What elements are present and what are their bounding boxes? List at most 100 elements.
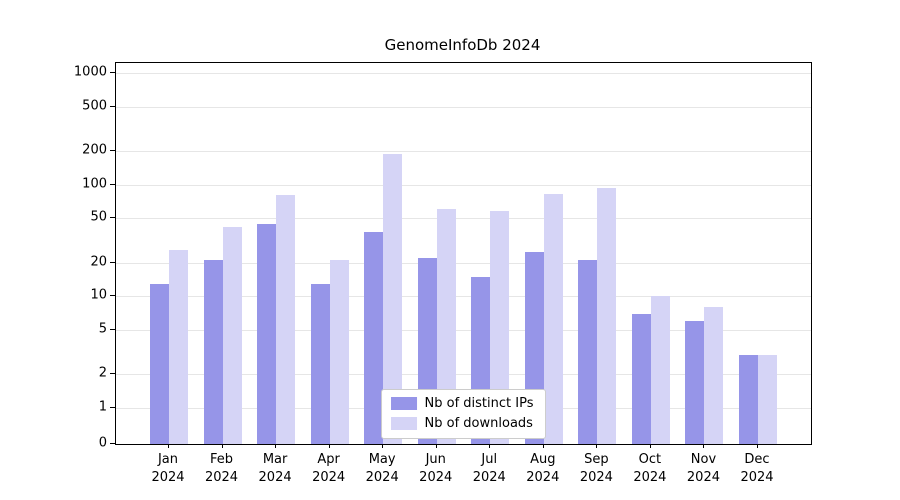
bar-distinct-ips-apr <box>310 283 330 444</box>
x-tick-label-jul: Jul 2024 <box>473 451 506 486</box>
y-tick-mark-1000 <box>110 72 115 73</box>
x-tick-month: Apr <box>317 452 340 467</box>
bar-downloads-mar <box>276 195 296 444</box>
x-tick-year: 2024 <box>365 469 399 485</box>
x-tick-month: Dec <box>744 452 770 467</box>
bar-downloads-nov <box>704 307 724 444</box>
gridline-y-100 <box>116 184 811 186</box>
y-tick-mark-0 <box>110 443 115 444</box>
x-tick-year: 2024 <box>472 469 506 485</box>
x-tick-year: 2024 <box>419 469 453 485</box>
bar-distinct-ips-may <box>364 231 384 444</box>
x-tick-year: 2024 <box>312 469 346 485</box>
x-tick-mark-oct <box>649 444 651 448</box>
y-tick-label-1: 1 <box>98 399 107 415</box>
gridline-y-5 <box>116 329 811 331</box>
y-tick-label-500: 500 <box>82 98 107 114</box>
bar-distinct-ips-oct <box>631 313 651 444</box>
x-tick-label-dec: Dec 2024 <box>740 451 773 486</box>
gridline-y-200 <box>116 151 811 153</box>
gridline-y-2 <box>116 374 811 376</box>
x-tick-month: Feb <box>210 452 234 467</box>
y-tick-label-5: 5 <box>98 321 107 337</box>
plot-area: Nb of distinct IPs Nb of downloads <box>115 62 812 445</box>
bar-distinct-ips-feb <box>203 260 223 444</box>
bar-downloads-dec <box>758 354 777 444</box>
x-tick-month: Nov <box>690 452 717 467</box>
y-tick-mark-200 <box>110 150 115 152</box>
x-tick-label-may: May 2024 <box>366 451 399 486</box>
x-tick-year: 2024 <box>579 469 613 485</box>
x-tick-month: Jun <box>425 452 446 467</box>
x-tick-label-sep: Sep 2024 <box>580 451 613 486</box>
bar-distinct-ips-jan <box>150 283 169 444</box>
x-tick-mark-jan <box>168 444 169 448</box>
chart-title: GenomeInfoDb 2024 <box>384 36 541 54</box>
x-tick-month: Mar <box>262 452 288 467</box>
legend-label-downloads: Nb of downloads <box>424 416 533 431</box>
legend: Nb of distinct IPs Nb of downloads <box>380 389 547 439</box>
y-tick-mark-10 <box>110 295 115 297</box>
bar-downloads-jan <box>169 249 188 444</box>
bar-distinct-ips-sep <box>578 260 598 444</box>
x-tick-year: 2024 <box>204 469 239 485</box>
x-tick-label-jun: Jun 2024 <box>419 451 452 486</box>
x-tick-year: 2024 <box>526 469 560 485</box>
x-tick-year: 2024 <box>633 469 667 485</box>
gridline-y-50 <box>116 218 811 220</box>
bar-distinct-ips-nov <box>685 321 705 444</box>
gridline-y-1000 <box>116 73 811 74</box>
x-tick-month: Jul <box>481 452 498 467</box>
x-tick-label-feb: Feb 2024 <box>205 451 238 486</box>
gridline-y-20 <box>116 262 811 264</box>
y-tick-mark-500 <box>110 105 115 107</box>
bar-downloads-jul <box>490 211 510 444</box>
x-tick-month: Aug <box>530 452 556 467</box>
bar-downloads-sep <box>597 188 617 444</box>
x-tick-mark-sep <box>596 444 598 448</box>
legend-item-downloads: Nb of downloads <box>390 416 534 431</box>
y-tick-label-100: 100 <box>82 176 107 192</box>
y-tick-label-200: 200 <box>82 142 107 158</box>
bar-downloads-apr <box>329 260 349 444</box>
y-tick-label-0: 0 <box>98 435 107 451</box>
x-tick-label-oct: Oct 2024 <box>633 451 666 486</box>
x-tick-mark-aug <box>542 444 544 448</box>
legend-label-distinct-ips: Nb of distinct IPs <box>424 396 534 411</box>
legend-swatch-downloads <box>390 417 417 430</box>
x-tick-label-apr: Apr 2024 <box>312 451 345 486</box>
x-tick-label-mar: Mar 2024 <box>259 451 292 486</box>
y-tick-mark-20 <box>110 261 115 263</box>
x-tick-mark-nov <box>703 444 705 448</box>
bar-downloads-may <box>383 153 403 444</box>
x-tick-label-aug: Aug 2024 <box>526 451 559 486</box>
x-tick-mark-jun <box>435 444 437 448</box>
bar-distinct-ips-dec <box>739 354 758 444</box>
bar-downloads-aug <box>543 193 563 444</box>
y-tick-label-50: 50 <box>90 209 107 225</box>
bar-downloads-feb <box>222 226 242 444</box>
x-tick-mark-dec <box>757 444 758 448</box>
x-tick-year: 2024 <box>151 469 185 485</box>
x-tick-mark-jul <box>489 444 491 448</box>
x-tick-mark-apr <box>328 444 330 448</box>
legend-swatch-distinct-ips <box>390 397 417 410</box>
x-tick-year: 2024 <box>686 469 720 485</box>
x-tick-month: Oct <box>638 452 662 467</box>
y-tick-label-2: 2 <box>98 365 107 381</box>
x-tick-month: May <box>368 452 396 467</box>
x-tick-mark-feb <box>221 444 223 448</box>
x-tick-year: 2024 <box>740 469 774 485</box>
gridline-y-500 <box>116 106 811 108</box>
bar-distinct-ips-mar <box>257 224 277 444</box>
x-tick-month: Sep <box>584 452 609 467</box>
y-tick-label-20: 20 <box>90 254 107 270</box>
y-tick-mark-100 <box>110 183 115 185</box>
x-tick-label-nov: Nov 2024 <box>687 451 720 486</box>
x-tick-mark-may <box>382 444 384 448</box>
legend-item-distinct-ips: Nb of distinct IPs <box>390 396 534 411</box>
y-tick-mark-2 <box>110 373 115 375</box>
x-tick-label-jan: Jan 2024 <box>151 451 184 486</box>
y-tick-mark-5 <box>110 328 115 330</box>
